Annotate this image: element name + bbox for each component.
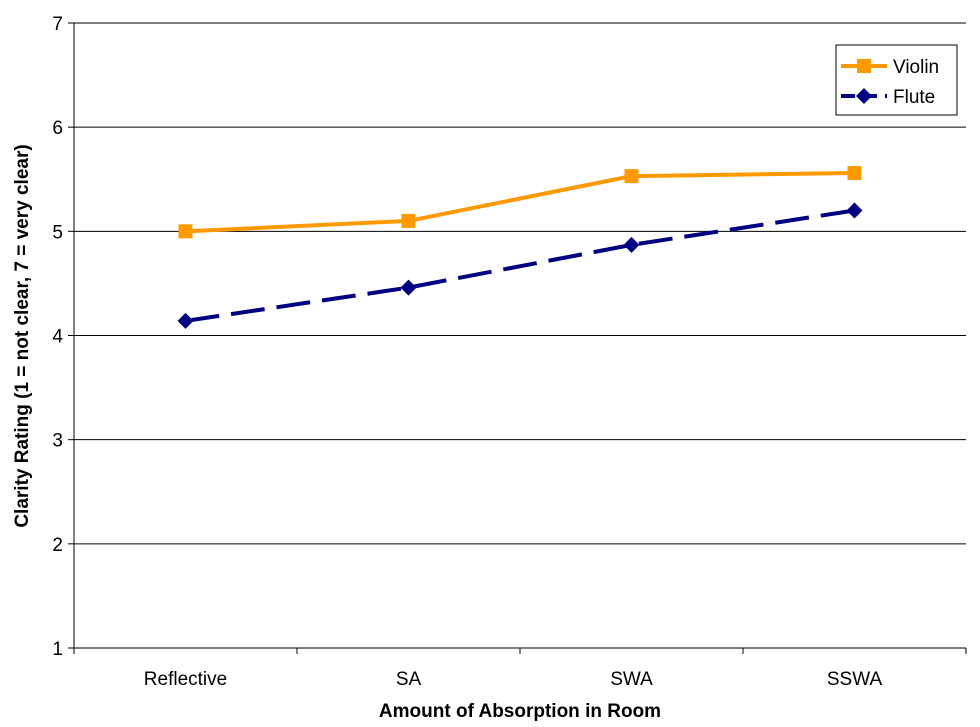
series-layer <box>177 166 863 329</box>
y-tick-label: 3 <box>52 431 63 452</box>
legend-box <box>835 44 958 116</box>
y-axis-ticks: 1 2 3 4 5 6 7 <box>52 14 74 660</box>
data-point-violin <box>401 213 416 228</box>
data-point-flute <box>177 312 194 329</box>
y-tick-label: 4 <box>52 327 63 348</box>
y-axis-title: Clarity Rating (1 = not clear, 7 = very … <box>12 144 33 527</box>
x-tick-label: SWA <box>610 669 653 690</box>
legend-items: Violin Flute <box>841 57 939 108</box>
data-point-flute <box>623 236 640 253</box>
legend-marker-flute <box>856 88 872 104</box>
series-line-flute <box>185 208 855 323</box>
legend-label-flute: Flute <box>893 87 935 108</box>
x-tick-label: SA <box>396 669 422 690</box>
y-tick-label: 2 <box>52 535 63 556</box>
y-tick-label: 1 <box>52 639 63 660</box>
y-tick-label: 5 <box>52 222 63 243</box>
series-line-violin <box>185 171 855 234</box>
x-tick-label: SSWA <box>827 669 883 690</box>
y-tick-label: 7 <box>52 14 63 35</box>
data-point-violin <box>624 169 639 184</box>
x-axis-ticks: Reflective SA SWA SSWA <box>73 648 967 690</box>
x-axis-title: Amount of Absorption in Room <box>379 701 661 722</box>
legend: Violin Flute <box>835 44 958 116</box>
data-point-violin <box>847 166 862 180</box>
data-point-violin <box>178 224 193 239</box>
x-tick-label: Reflective <box>144 669 227 690</box>
data-point-flute <box>846 202 863 219</box>
y-tick-label: 6 <box>52 118 63 139</box>
legend-marker-violin <box>857 59 871 73</box>
legend-label-violin: Violin <box>893 57 939 78</box>
data-point-flute <box>400 279 417 296</box>
